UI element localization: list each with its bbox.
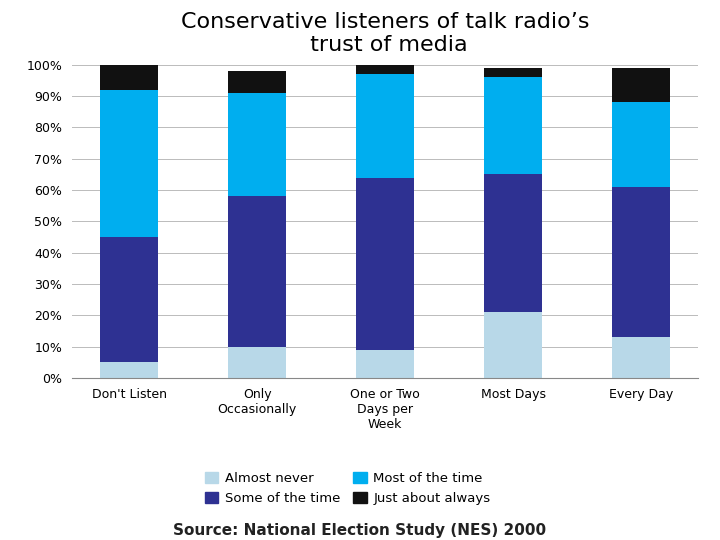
Bar [612, 103, 670, 187]
Bar [356, 350, 414, 378]
Bar [356, 178, 414, 350]
Bar [228, 71, 286, 93]
Bar [101, 65, 158, 90]
Bar [485, 312, 542, 378]
Bar [101, 237, 158, 362]
Bar [612, 187, 670, 338]
Bar [485, 77, 542, 174]
Bar [612, 338, 670, 378]
Bar [356, 65, 414, 74]
Bar [101, 362, 158, 378]
Text: Source: National Election Study (NES) 2000: Source: National Election Study (NES) 20… [174, 523, 546, 538]
Bar [101, 90, 158, 237]
Bar [228, 197, 286, 347]
Legend: Almost never, Some of the time, Most of the time, Just about always: Almost never, Some of the time, Most of … [205, 472, 490, 505]
Bar [485, 174, 542, 312]
Bar [612, 68, 670, 103]
Bar [228, 93, 286, 197]
Bar [228, 347, 286, 378]
Bar [485, 68, 542, 77]
Title: Conservative listeners of talk radio’s
 trust of media: Conservative listeners of talk radio’s t… [181, 12, 590, 55]
Bar [356, 74, 414, 178]
